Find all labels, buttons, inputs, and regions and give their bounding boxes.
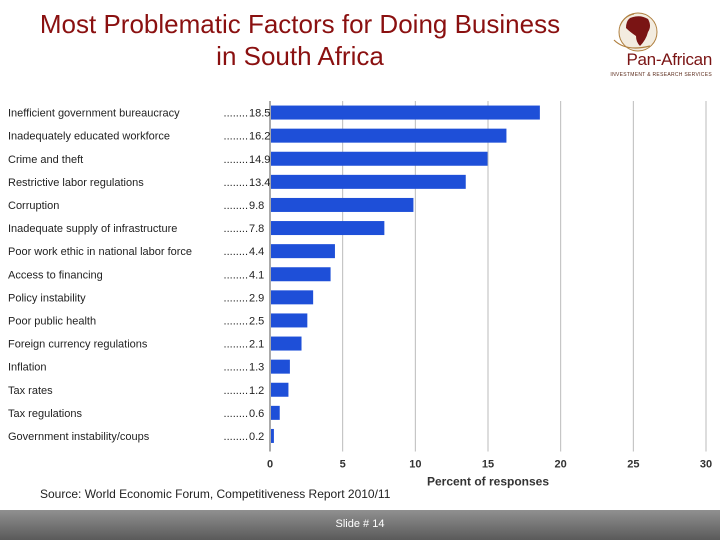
bar: [271, 428, 274, 443]
category-label: Inadequate supply of infrastructure: [8, 223, 177, 235]
bar: [271, 151, 488, 166]
category-label: Poor work ethic in national labor force: [8, 246, 192, 258]
leader-dots: ........: [224, 292, 248, 304]
page-title: Most Problematic Factors for Doing Busin…: [0, 8, 600, 72]
bar: [271, 267, 331, 282]
title-line-1: Most Problematic Factors for Doing Busin…: [39, 9, 561, 39]
value-label: 2.9: [249, 292, 264, 304]
leader-dots: ........: [224, 269, 248, 281]
leader-dots: ........: [224, 108, 248, 120]
globe-africa-icon: [613, 12, 658, 52]
bar: [271, 336, 302, 351]
bar: [271, 128, 507, 143]
value-label: 1.2: [249, 385, 264, 397]
x-axis-ticks: 0 5 10 15 20 25 30: [267, 459, 712, 471]
leader-dots: ........: [224, 339, 248, 351]
leader-dots: ........: [224, 385, 248, 397]
value-label: 14.9: [249, 154, 270, 166]
logo-tagline: INVESTMENT & RESEARCH SERVICES: [610, 72, 712, 78]
category-label: Tax rates: [8, 385, 53, 397]
bar-chart: Inefficient government bureaucracy......…: [8, 101, 712, 489]
bar: [271, 174, 466, 189]
value-label: 13.4: [249, 177, 270, 189]
bar: [271, 197, 414, 212]
category-label: Restrictive labor regulations: [8, 177, 144, 189]
leader-dots: ........: [224, 223, 248, 235]
category-label: Access to financing: [8, 269, 103, 281]
value-label: 16.2: [249, 131, 270, 143]
value-label: 9.8: [249, 200, 264, 212]
category-label: Inflation: [8, 362, 47, 374]
slide-number: Slide # 14: [335, 518, 385, 530]
category-label: Tax regulations: [8, 408, 82, 420]
value-label: 0.6: [249, 408, 264, 420]
x-axis-label: Percent of responses: [427, 475, 549, 489]
leader-dots: ........: [224, 408, 248, 420]
x-tick-label: 20: [555, 459, 567, 471]
category-label: Inefficient government bureaucracy: [8, 108, 180, 120]
x-tick-label: 10: [409, 459, 421, 471]
category-label: Poor public health: [8, 315, 96, 327]
value-label: 0.2: [249, 431, 264, 443]
leader-dots: ........: [224, 177, 248, 189]
leader-dots: ........: [224, 246, 248, 258]
leader-dots: ........: [224, 154, 248, 166]
leader-dots: ........: [224, 362, 248, 374]
category-labels: Inefficient government bureaucracy......…: [8, 108, 270, 443]
x-tick-label: 15: [482, 459, 494, 471]
title-line-2: in South Africa: [216, 41, 384, 71]
bar: [271, 359, 290, 374]
x-tick-label: 30: [700, 459, 712, 471]
category-label: Crime and theft: [8, 154, 83, 166]
leader-dots: ........: [224, 315, 248, 327]
leader-dots: ........: [224, 431, 248, 443]
leader-dots: ........: [224, 200, 248, 212]
category-label: Foreign currency regulations: [8, 339, 148, 351]
bar: [271, 382, 289, 397]
value-label: 2.1: [249, 339, 264, 351]
pan-african-logo: Pan-African INVESTMENT & RESEARCH SERVIC…: [600, 6, 712, 84]
category-label: Government instability/coups: [8, 431, 150, 443]
category-label: Policy instability: [8, 292, 86, 304]
logo-text: Pan-African: [626, 50, 712, 69]
source-note: Source: World Economic Forum, Competitiv…: [40, 487, 391, 501]
bars: [271, 105, 540, 443]
bar: [271, 405, 280, 420]
category-label: Inadequately educated workforce: [8, 131, 170, 143]
bar: [271, 244, 335, 259]
x-tick-label: 5: [340, 459, 346, 471]
bar: [271, 221, 385, 236]
value-label: 4.1: [249, 269, 264, 281]
bar: [271, 290, 314, 305]
value-label: 2.5: [249, 315, 264, 327]
value-label: 4.4: [249, 246, 264, 258]
value-label: 18.5: [249, 108, 270, 120]
x-tick-label: 0: [267, 459, 273, 471]
footer-bar: Slide # 14: [0, 510, 720, 540]
value-label: 1.3: [249, 362, 264, 374]
bar: [271, 313, 308, 328]
category-label: Corruption: [8, 200, 59, 212]
bar: [271, 105, 540, 120]
value-label: 7.8: [249, 223, 264, 235]
leader-dots: ........: [224, 131, 248, 143]
x-tick-label: 25: [627, 459, 639, 471]
